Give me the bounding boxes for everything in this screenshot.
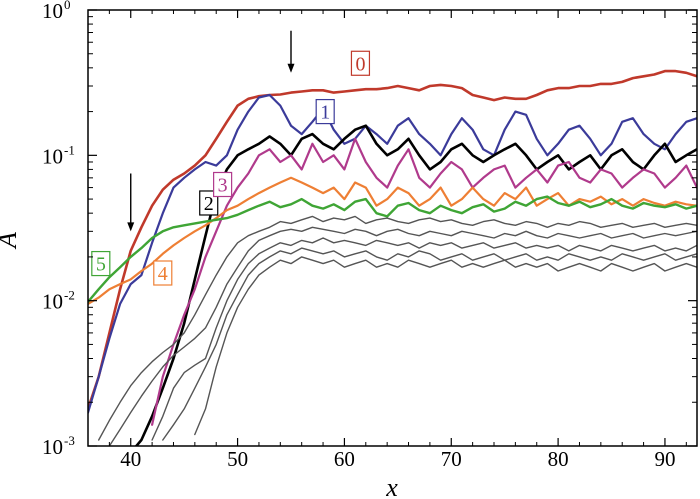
series-line-3 (151, 137, 697, 426)
x-axis-title: x (385, 473, 398, 499)
series-label-box (213, 171, 233, 198)
series-label-box (91, 250, 111, 277)
y-tick-label: 10 (42, 435, 63, 459)
x-tick-label: 70 (441, 447, 462, 471)
series-layer (88, 69, 697, 446)
x-tick-label: 90 (654, 447, 675, 471)
series-label-text: 0 (355, 53, 365, 75)
series-label-4: 4 (153, 260, 173, 286)
y-axis-title: A (0, 232, 22, 250)
x-tick-label: 60 (334, 447, 355, 471)
series-line-unlabeled-7 (108, 226, 697, 446)
arrow-layer (127, 30, 295, 232)
arrow-head (127, 222, 135, 232)
annotation-arrow-1 (127, 173, 135, 232)
series-line-1 (88, 93, 697, 414)
series-line-unlabeled-10 (194, 256, 697, 436)
series-label-text: 4 (158, 263, 168, 285)
plot-frame (87, 9, 698, 447)
series-label-3: 3 (213, 171, 233, 198)
series-label-5: 5 (91, 250, 111, 277)
series-line-0 (88, 69, 697, 411)
y-tick-exponent: 0 (64, 0, 71, 12)
series-line-5 (88, 195, 697, 304)
x-tick-label: 40 (120, 447, 141, 471)
y-tick-label: 10 (42, 290, 63, 314)
series-line-unlabeled-8 (151, 237, 697, 441)
arrow-head (287, 63, 295, 73)
series-line-unlabeled-9 (162, 247, 697, 441)
series-line-unlabeled-6 (98, 215, 697, 441)
series-label-box (315, 98, 335, 125)
series-line-4 (88, 176, 697, 305)
y-tick-label: 10 (42, 0, 63, 23)
series-label-1: 1 (315, 98, 335, 125)
series-label-0: 0 (350, 50, 371, 76)
y-tick-label: 10 (42, 144, 63, 168)
series-label-box (350, 50, 371, 76)
series-label-text: 1 (320, 102, 330, 124)
series-label-text: 3 (218, 174, 228, 196)
y-tick-exponent: -1 (64, 142, 75, 157)
series-label-text: 5 (96, 254, 106, 276)
x-tick-label: 50 (227, 447, 248, 471)
annotation-arrow-2 (287, 30, 295, 73)
series-label-box (153, 260, 173, 286)
series-label-text: 2 (204, 193, 214, 215)
x-tick-label: 80 (548, 447, 569, 471)
y-tick-exponent: -2 (64, 288, 75, 303)
y-tick-exponent: -3 (64, 433, 75, 448)
